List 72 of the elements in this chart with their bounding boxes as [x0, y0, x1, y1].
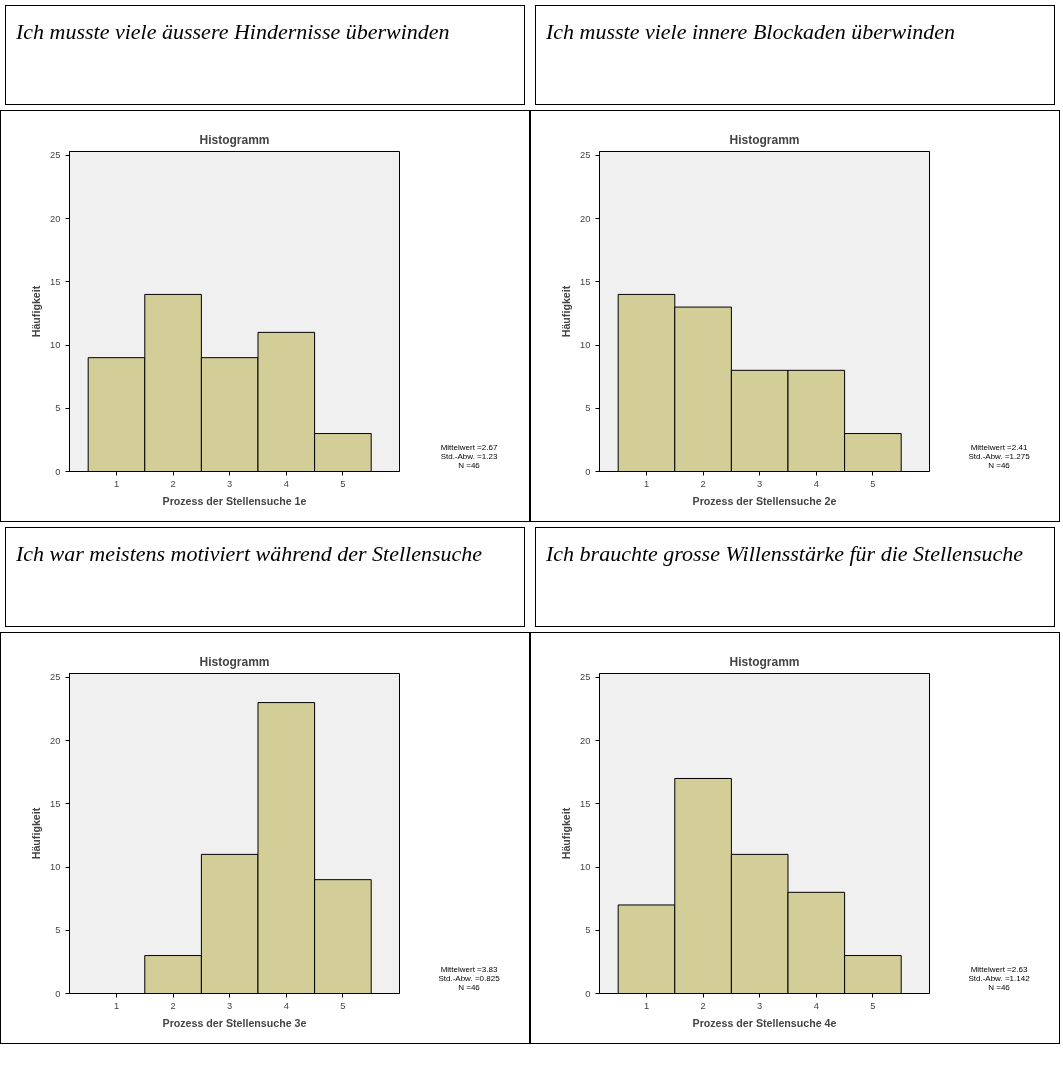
y-tick-label: 15 — [580, 276, 591, 287]
y-tick-label: 25 — [50, 150, 61, 161]
text: Mittelwert =2.63 — [970, 965, 1028, 974]
y-tick-label: 5 — [55, 925, 61, 936]
x-tick-label: 3 — [227, 478, 233, 489]
y-axis-title: Häufigkeit — [30, 807, 43, 860]
text: N =46 — [458, 460, 480, 470]
y-tick-label: 20 — [580, 735, 591, 746]
y-tick-label: 10 — [50, 862, 61, 873]
chart-title: Histogramm — [199, 132, 270, 147]
x-tick-label: 4 — [283, 478, 289, 489]
y-tick-label: 20 — [50, 735, 61, 746]
y-axis-title: Häufigkeit — [30, 285, 43, 338]
x-axis-title: Prozess der Stellensuche 4e — [692, 1016, 837, 1029]
x-tick-label: 5 — [340, 1000, 346, 1011]
text: Mittelwert =2.67 — [440, 443, 498, 452]
y-tick-label: 0 — [55, 466, 61, 477]
y-axis-title: Häufigkeit — [560, 807, 573, 860]
y-tick-label: 20 — [580, 213, 591, 224]
x-tick-label: 1 — [113, 1000, 120, 1011]
x-tick-label: 3 — [227, 1000, 233, 1011]
chart-subtitle: Ich brauchte grosse Willensstärke für die Stellensuche — [546, 540, 1023, 568]
y-tick-label: 0 — [55, 988, 61, 999]
y-tick-label: 10 — [50, 340, 61, 351]
text: N =46 — [458, 982, 480, 992]
text: Std.-Abw. =1.142 — [968, 973, 1030, 983]
x-axis-title: Prozess der Stellensuche 3e — [162, 1016, 307, 1029]
y-tick-label: 5 — [585, 925, 591, 936]
y-tick-label: 0 — [585, 988, 591, 999]
x-tick-label: 4 — [813, 478, 819, 489]
x-tick-label: 1 — [643, 478, 650, 489]
x-tick-label: 3 — [757, 1000, 763, 1011]
x-tick-label: 1 — [113, 478, 120, 489]
y-tick-label: 5 — [585, 403, 591, 414]
y-tick-label: 10 — [580, 340, 591, 351]
y-tick-label: 5 — [55, 403, 61, 414]
y-tick-label: 20 — [50, 213, 61, 224]
y-tick-label: 25 — [50, 672, 61, 683]
y-tick-label: 15 — [580, 798, 591, 809]
text: N =46 — [988, 982, 1010, 992]
x-tick-label: 4 — [283, 1000, 289, 1011]
x-tick-label: 1 — [643, 1000, 650, 1011]
x-axis-title: Prozess der Stellensuche 1e — [162, 494, 307, 507]
y-tick-label: 25 — [580, 672, 591, 683]
x-tick-label: 5 — [870, 478, 876, 489]
chart-title: Histogramm — [729, 654, 800, 669]
chart-title: Histogramm — [729, 132, 800, 147]
y-tick-label: 15 — [50, 798, 61, 809]
y-tick-label: 25 — [580, 150, 591, 161]
text: Std.-Abw. =1.23 — [440, 451, 498, 461]
text: Mittelwert =2.41 — [970, 443, 1028, 452]
x-axis-title: Prozess der Stellensuche 2e — [692, 494, 837, 507]
chart-subtitle: Ich war meistens motiviert während der Stellensuche — [16, 540, 482, 568]
y-tick-label: 15 — [50, 276, 61, 287]
text: N =46 — [988, 460, 1010, 470]
chart-subtitle: Ich musste viele innere Blockaden überwinden — [546, 18, 956, 46]
x-tick-label: 5 — [870, 1000, 876, 1011]
x-tick-label: 2 — [700, 1000, 706, 1011]
text: Std.-Abw. =1.275 — [968, 451, 1030, 461]
x-tick-label: 3 — [757, 478, 763, 489]
text: Std.-Abw. =0.825 — [438, 973, 500, 983]
x-tick-label: 2 — [170, 1000, 176, 1011]
chart-subtitle: Ich musste viele äussere Hindernisse überwinden — [16, 18, 450, 46]
y-tick-label: 0 — [585, 466, 591, 477]
x-tick-label: 5 — [340, 478, 346, 489]
x-tick-label: 4 — [813, 1000, 819, 1011]
y-tick-label: 10 — [580, 862, 591, 873]
x-tick-label: 2 — [170, 478, 176, 489]
text: Mittelwert =3.83 — [440, 965, 498, 974]
y-axis-title: Häufigkeit — [560, 285, 573, 338]
chart-title: Histogramm — [199, 654, 270, 669]
x-tick-label: 2 — [700, 478, 706, 489]
